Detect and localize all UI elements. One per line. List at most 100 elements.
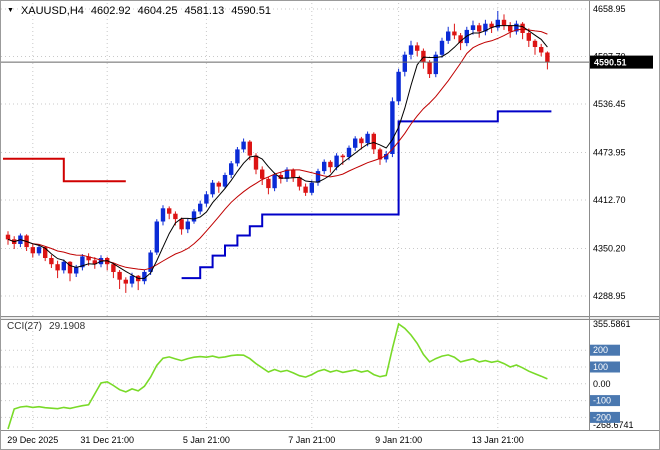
- time-axis-label: 9 Jan 21:00: [375, 435, 422, 445]
- open-value: 4602.92: [90, 5, 131, 17]
- candle: [86, 256, 91, 261]
- candle: [291, 169, 296, 178]
- current-price-badge-label: 4590.51: [594, 58, 627, 68]
- symbol-marker-icon: ▼: [7, 6, 14, 14]
- candle: [260, 169, 265, 179]
- candle: [272, 175, 277, 189]
- candle: [216, 182, 221, 187]
- candle: [266, 178, 271, 189]
- candle: [167, 208, 172, 214]
- time-axis-label: 31 Dec 21:00: [80, 435, 134, 445]
- cci-level-badge-label: -200: [593, 412, 611, 422]
- candle: [247, 141, 252, 156]
- time-axis[interactable]: 29 Dec 2025 31 Dec 21:00 5 Jan 21:00 7 Jan …: [7, 435, 524, 445]
- candle: [309, 182, 314, 193]
- candle: [74, 267, 79, 274]
- candle: [222, 175, 228, 187]
- candle: [328, 161, 333, 168]
- time-axis-label: 13 Jan 21:00: [472, 435, 524, 445]
- candle: [520, 23, 525, 33]
- price-axis-label: 4536.45: [593, 99, 626, 109]
- candle: [371, 133, 376, 150]
- candle: [43, 247, 48, 258]
- candle: [198, 203, 203, 212]
- time-axis-label: 29 Dec 2025: [7, 435, 58, 445]
- candle: [210, 182, 215, 195]
- candle: [92, 260, 97, 265]
- price-axis-label: 4658.95: [593, 4, 626, 14]
- cci-level-badge: [590, 361, 620, 373]
- candle: [322, 161, 327, 172]
- candle: [396, 71, 401, 102]
- candle: [129, 275, 135, 284]
- cci-level-badge-label: 100: [593, 362, 608, 372]
- candle: [526, 33, 531, 41]
- candle: [415, 45, 420, 51]
- low-value: 4581.13: [184, 5, 225, 17]
- candle: [384, 154, 389, 160]
- candle: [229, 163, 234, 175]
- trend-stop-red-line: [3, 157, 126, 183]
- price-axis-label: 4473.95: [593, 148, 626, 158]
- price-axis-label: 4350.20: [593, 244, 626, 254]
- candle: [154, 221, 159, 253]
- candle: [408, 45, 414, 55]
- symbol-label: XAUUSD,H4: [20, 5, 84, 17]
- candle: [284, 169, 290, 179]
- candle: [185, 221, 190, 230]
- ma-fast-line: [7, 25, 548, 279]
- cci-axis[interactable]: 355.5861 -268.6741 200 100 0.00 -100 -200: [590, 319, 634, 430]
- candle: [508, 25, 513, 32]
- candle: [446, 31, 451, 41]
- candle: [241, 141, 246, 150]
- candle: [55, 264, 60, 271]
- candle: [303, 186, 308, 193]
- price-axis[interactable]: 4658.954597.704536.454473.954412.704350.…: [590, 4, 653, 301]
- candle: [36, 247, 42, 254]
- candle: [204, 194, 209, 204]
- candle: [49, 258, 54, 265]
- candle: [439, 40, 445, 55]
- candle: [483, 23, 488, 32]
- cci-level-badge-label: 200: [593, 345, 608, 355]
- candle: [377, 149, 383, 160]
- cci-level-badge: [590, 395, 620, 407]
- candle: [253, 155, 259, 170]
- chrome-layer: [1, 1, 659, 431]
- candle: [470, 25, 476, 30]
- candle: [539, 47, 544, 53]
- candle: [297, 177, 302, 187]
- cci-max-label: 355.5861: [593, 319, 631, 329]
- indicator-label: CCI(27) 29.1908: [7, 321, 85, 332]
- candle: [235, 149, 240, 164]
- cci-level-badge-label: -100: [593, 396, 611, 406]
- candle: [80, 256, 85, 268]
- symbol-ohlc-bar: ▼ XAUUSD,H4 4602.92 4604.25 4581.13 4590…: [7, 5, 271, 17]
- candle: [173, 213, 178, 220]
- cci-level-label: 0.00: [593, 379, 611, 389]
- candle: [346, 147, 352, 158]
- candle: [353, 138, 358, 148]
- candle: [315, 171, 321, 183]
- cci-min-label: -268.6741: [593, 420, 634, 430]
- candle: [427, 62, 432, 75]
- cci-line: [7, 322, 548, 430]
- candle: [545, 52, 550, 63]
- trend-stop-blue-line: [181, 110, 552, 280]
- close-value: 4590.51: [231, 5, 271, 17]
- candle: [334, 155, 339, 168]
- candle: [148, 252, 153, 272]
- ma-slow-line: [7, 28, 548, 271]
- candle: [365, 133, 370, 144]
- candle: [111, 264, 116, 272]
- candle: [402, 54, 407, 72]
- candle: [433, 54, 438, 75]
- candle: [477, 25, 482, 32]
- candle: [458, 35, 463, 44]
- time-axis-label: 7 Jan 21:00: [288, 435, 335, 445]
- candle: [452, 31, 457, 36]
- cci-level-badge: [590, 411, 620, 423]
- candle: [123, 279, 128, 284]
